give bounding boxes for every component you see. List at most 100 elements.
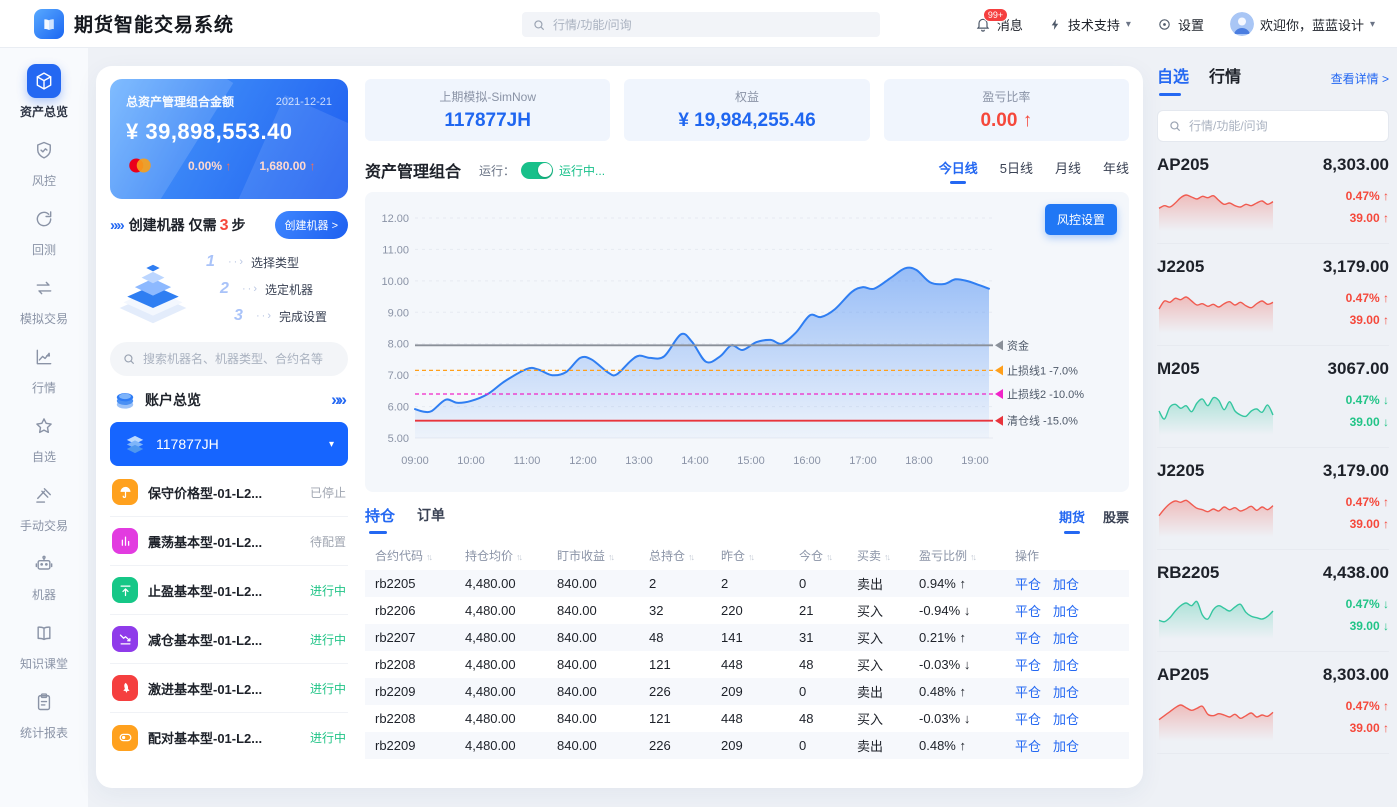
pos-tabs-1[interactable]: 订单 — [417, 507, 446, 523]
pf-tabs-2[interactable]: 月线 — [1054, 160, 1081, 176]
watchlist-item-1[interactable]: J2205 3,179.00 0.47% ↑ 39.00 ↑ — [1157, 244, 1389, 346]
sort-icon[interactable]: ↑↓ — [826, 551, 833, 562]
sidebar-item-2[interactable]: 回测 — [8, 202, 80, 258]
account-overview-row[interactable]: 账户总览 »» — [110, 390, 348, 410]
wl-tabs-0[interactable]: 自选 — [1157, 66, 1189, 96]
robot-list-item-5[interactable]: 配对基本型-01-L2... 进行中 — [110, 713, 348, 762]
mkt-tabs-0[interactable]: 期货 — [1059, 507, 1085, 534]
sort-icon[interactable]: ↑↓ — [516, 551, 523, 562]
col-header-3[interactable]: 总持仓 ↑↓ — [649, 548, 695, 563]
watchlist-search[interactable] — [1157, 110, 1389, 142]
sidebar-item-9[interactable]: 统计报表 — [8, 685, 80, 741]
col-header-0[interactable]: 合约代码 ↑↓ — [375, 548, 433, 563]
robot-search-input[interactable] — [143, 352, 336, 366]
robot-search[interactable] — [110, 342, 348, 376]
mkt-tabs-1[interactable]: 股票 — [1102, 510, 1129, 525]
cell-avg-price: 4,480.00 — [465, 678, 557, 705]
cell-side: 卖出 — [857, 678, 919, 705]
col-header-1[interactable]: 持仓均价 ↑↓ — [465, 548, 523, 563]
sort-icon[interactable]: ↑↓ — [970, 551, 977, 562]
watchlist-item-0[interactable]: AP205 8,303.00 0.47% ↑ 39.00 ↑ — [1157, 142, 1389, 244]
create-robot-button[interactable]: 创建机器 > — [274, 211, 348, 239]
risk-settings-button[interactable]: 风控设置 — [1044, 204, 1117, 235]
sidebar-item-0[interactable]: 资产总览 — [8, 64, 80, 120]
sidebar-item-3[interactable]: 模拟交易 — [8, 271, 80, 327]
double-chevron-icon[interactable]: »» — [331, 390, 347, 409]
table-row[interactable]: rb2209 4,480.00 840.00 226 209 0 卖出 0.48% ↑ 平仓 加仓 — [365, 732, 1129, 759]
robot-list-item-3[interactable]: 减仓基本型-01-L2... 进行中 — [110, 615, 348, 664]
pf-tabs-1[interactable]: 5日线 — [999, 160, 1033, 176]
sort-icon[interactable]: ↑↓ — [884, 551, 891, 562]
col-header-5[interactable]: 今仓 ↑↓ — [799, 548, 833, 563]
close-position-link[interactable]: 平仓 — [1015, 604, 1042, 619]
sort-icon[interactable]: ↑↓ — [688, 551, 695, 562]
messages-button[interactable]: 99+ 消息 — [975, 8, 1023, 34]
svg-text:14:00: 14:00 — [681, 455, 709, 467]
create-robot-steps: 1 ··› 选择类型 2 ··› 选定机器 3 ··› 完成设置 — [206, 253, 348, 325]
dotted-arrow-icon: ··› — [228, 256, 245, 268]
run-toggle[interactable] — [521, 161, 554, 179]
svg-text:12:00: 12:00 — [569, 455, 597, 467]
sidebar-item-label: 行情 — [31, 381, 56, 395]
table-row[interactable]: rb2205 4,480.00 840.00 2 2 0 卖出 0.94% ↑ 平仓 加仓 — [365, 570, 1129, 597]
sidebar-item-8[interactable]: 知识课堂 — [8, 616, 80, 672]
close-position-link[interactable]: 平仓 — [1015, 631, 1042, 646]
sidebar-item-5[interactable]: 自选 — [8, 409, 80, 465]
sort-icon[interactable]: ↑↓ — [748, 551, 755, 562]
add-position-link[interactable]: 加仓 — [1053, 658, 1080, 673]
add-position-link[interactable]: 加仓 — [1053, 604, 1080, 619]
total-asset-card: 总资产管理组合金额 2021-12-21 ¥ 39,898,553.40 0.0… — [110, 79, 348, 199]
add-position-link[interactable]: 加仓 — [1053, 712, 1080, 727]
global-search[interactable] — [522, 12, 880, 37]
table-row[interactable]: rb2208 4,480.00 840.00 121 448 48 买入 -0.03% ↓ 平仓… — [365, 651, 1129, 678]
pf-tabs-0[interactable]: 今日线 — [939, 158, 978, 183]
col-header-2[interactable]: 盯市收益 ↑↓ — [557, 548, 615, 563]
settings-button[interactable]: 设置 — [1157, 15, 1204, 34]
watchlist-item-5[interactable]: AP205 8,303.00 0.47% ↑ 39.00 ↑ — [1157, 652, 1389, 754]
robot-list-item-0[interactable]: 保守价格型-01-L2... 已停止 — [110, 468, 348, 517]
symbol-price: 8,303.00 — [1322, 665, 1389, 684]
stat-card-value: ¥ 19,984,255.46 — [678, 110, 816, 131]
close-position-link[interactable]: 平仓 — [1015, 577, 1042, 592]
user-menu[interactable]: 欢迎你，蓝蓝设计 ▾ — [1229, 12, 1375, 36]
add-position-link[interactable]: 加仓 — [1053, 739, 1080, 754]
table-row[interactable]: rb2208 4,480.00 840.00 121 448 48 买入 -0.03% ↓ 平仓… — [365, 705, 1129, 732]
global-search-input[interactable] — [553, 17, 870, 32]
watchlist-item-3[interactable]: J2205 3,179.00 0.47% ↑ 39.00 ↑ — [1157, 448, 1389, 550]
close-position-link[interactable]: 平仓 — [1015, 712, 1042, 727]
view-details-link[interactable]: 查看详情 > — [1330, 72, 1389, 86]
sort-icon[interactable]: ↑↓ — [608, 551, 615, 562]
robot-list-item-4[interactable]: 激进基本型-01-L2... 进行中 — [110, 664, 348, 713]
svg-text:13:00: 13:00 — [625, 455, 653, 467]
col-header-4[interactable]: 昨仓 ↑↓ — [721, 548, 755, 563]
arrow-up-icon: ↑ — [1383, 211, 1389, 225]
asset-delta: 1,680.00 — [259, 158, 307, 173]
col-header-7[interactable]: 盈亏比例 ↑↓ — [919, 548, 977, 563]
double-chevron-icon: »» — [110, 216, 125, 234]
close-position-link[interactable]: 平仓 — [1015, 685, 1042, 700]
watchlist-item-4[interactable]: RB2205 4,438.00 0.47% ↓ 39.00 ↓ — [1157, 550, 1389, 652]
wl-tabs-1[interactable]: 行情 — [1209, 69, 1242, 86]
watchlist-search-input[interactable] — [1189, 119, 1378, 133]
pf-tabs-3[interactable]: 年线 — [1102, 160, 1129, 176]
sort-icon[interactable]: ↑↓ — [426, 551, 433, 562]
support-menu[interactable]: 技术支持 ▾ — [1049, 15, 1131, 34]
sidebar-item-7[interactable]: 机器 — [8, 547, 80, 603]
table-row[interactable]: rb2209 4,480.00 840.00 226 209 0 卖出 0.48% ↑ 平仓 加仓 — [365, 678, 1129, 705]
selected-account[interactable]: 117877JH ▾ — [110, 422, 348, 466]
table-row[interactable]: rb2207 4,480.00 840.00 48 141 31 买入 0.21% ↑ 平仓 加仓 — [365, 624, 1129, 651]
sidebar-item-1[interactable]: 风控 — [8, 133, 80, 189]
add-position-link[interactable]: 加仓 — [1053, 631, 1080, 646]
sidebar-item-6[interactable]: 手动交易 — [8, 478, 80, 534]
robot-list-item-2[interactable]: 止盈基本型-01-L2... 进行中 — [110, 566, 348, 615]
add-position-link[interactable]: 加仓 — [1053, 685, 1080, 700]
add-position-link[interactable]: 加仓 — [1053, 577, 1080, 592]
close-position-link[interactable]: 平仓 — [1015, 739, 1042, 754]
sidebar-item-4[interactable]: 行情 — [8, 340, 80, 396]
robot-list-item-1[interactable]: 震荡基本型-01-L2... 待配置 — [110, 517, 348, 566]
col-header-6[interactable]: 买卖 ↑↓ — [857, 548, 891, 563]
watchlist-item-2[interactable]: M205 3067.00 0.47% ↓ 39.00 ↓ — [1157, 346, 1389, 448]
close-position-link[interactable]: 平仓 — [1015, 658, 1042, 673]
pos-tabs-0[interactable]: 持仓 — [365, 505, 395, 534]
table-row[interactable]: rb2206 4,480.00 840.00 32 220 21 买入 -0.94% ↓ 平仓加… — [365, 597, 1129, 624]
